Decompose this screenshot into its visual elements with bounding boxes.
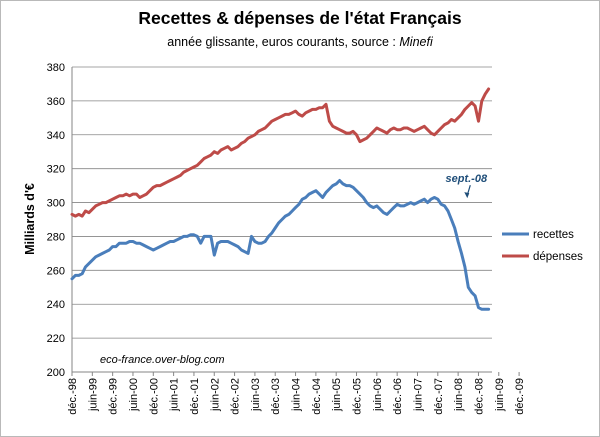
subtitle-source: Minefi [399, 35, 434, 49]
y-tick-label: 340 [47, 130, 65, 142]
y-tick-label: 240 [47, 299, 65, 311]
series-line-dépenses [70, 87, 491, 218]
watermark-text: eco-france.over-blog.com [100, 354, 225, 366]
x-tick-label: juin-03 [250, 378, 262, 412]
chart-subtitle: année glissante, euros courants, source … [167, 35, 434, 49]
series-line-recettes [70, 179, 491, 311]
annotation-label: sept.-08 [446, 173, 488, 185]
x-tick-label: déc.-01 [189, 378, 201, 415]
x-tick-label: juin-09 [494, 378, 506, 412]
x-tick-label: déc.-05 [352, 378, 364, 415]
y-tick-label: 300 [47, 198, 65, 210]
y-tick-label: 380 [47, 62, 65, 74]
x-tick-label: déc.-99 [108, 378, 120, 415]
y-tick-label: 280 [47, 231, 65, 243]
x-tick-label: juin-00 [128, 378, 140, 412]
y-tick-label: 260 [47, 265, 65, 277]
x-tick-label: juin-01 [169, 378, 181, 412]
x-tick-label: juin-99 [87, 378, 99, 412]
x-tick-label: déc.-04 [311, 378, 323, 415]
x-tick-label: déc.-07 [433, 378, 445, 415]
x-tick-label: déc.-03 [270, 378, 282, 415]
legend-label-recettes: recettes [533, 229, 574, 241]
axes [71, 67, 492, 373]
chart-title: Recettes & dépenses de l'état Français [138, 8, 461, 28]
y-tick-label: 200 [47, 367, 65, 379]
x-tick-label: déc.-02 [230, 378, 242, 415]
x-tick-label: juin-08 [453, 378, 465, 412]
legend: recettes dépenses [502, 229, 583, 263]
y-axis-label: Milliards d'€ [23, 183, 37, 255]
x-tick-label: juin-06 [372, 378, 384, 412]
y-tick-label: 220 [47, 333, 65, 345]
x-tick-label: juin-02 [209, 378, 221, 412]
y-axis-ticks: 200 220 240 260 280 300 320 340 360 380 [47, 62, 65, 379]
y-tick-label: 320 [47, 164, 65, 176]
x-tick-label: déc.-98 [67, 378, 79, 415]
x-tick-label: juin-04 [291, 378, 303, 412]
x-axis-ticks: déc.-98 juin-99 déc.-99 juin-00 déc.-00 juin-… [67, 372, 526, 415]
x-tick-label: déc.-00 [148, 378, 160, 415]
legend-label-dépenses: dépenses [533, 251, 583, 263]
x-tick-label: déc.-06 [392, 378, 404, 415]
x-tick-label: juin-05 [331, 378, 343, 412]
x-tick-label: déc.-08 [473, 378, 485, 415]
annotations: sept.-08 [446, 173, 488, 199]
x-tick-label: juin-07 [412, 378, 424, 412]
y-tick-label: 360 [47, 96, 65, 108]
subtitle-text: année glissante, euros courants, source … [167, 35, 399, 49]
x-tick-label: déc.-09 [514, 378, 526, 415]
series-lines [70, 87, 491, 311]
annotation-arrowhead [464, 192, 470, 199]
